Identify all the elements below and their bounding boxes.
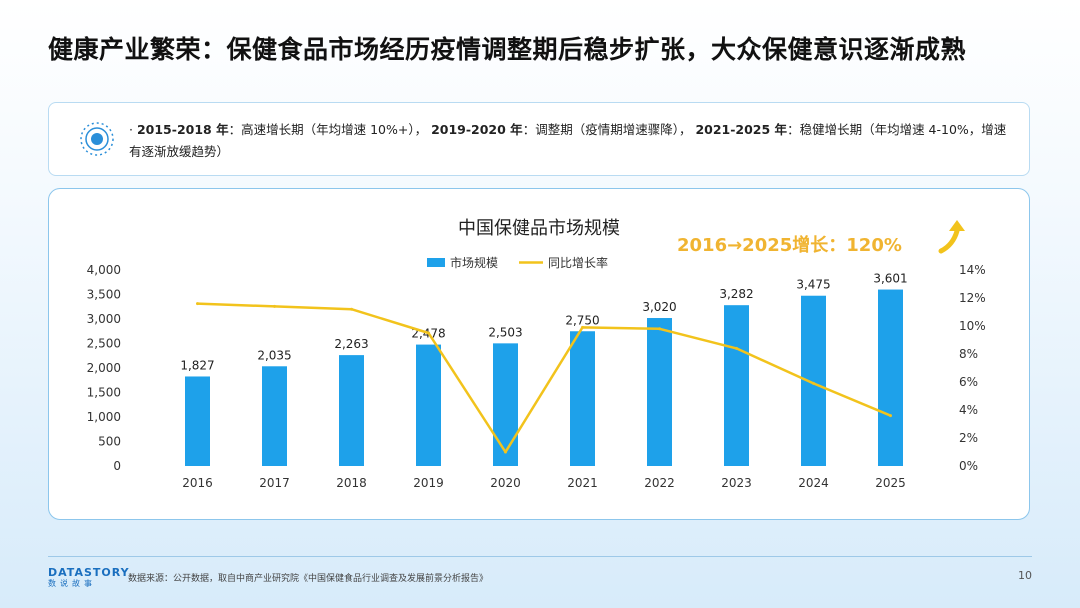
legend-label-bar: 市场规模 <box>450 255 498 270</box>
period-3-label: 2021-2025 年 <box>695 122 788 137</box>
x-tick-label: 2024 <box>798 476 829 490</box>
y-left-tick-label: 4,000 <box>87 263 121 277</box>
bar-value-label: 2,503 <box>488 325 522 339</box>
growth-rate-point-2023 <box>735 346 738 350</box>
chart-card: 中国保健品市场规模市场规模 同比增长率 2016→2025增长：120% 0 500 1,… <box>48 188 1030 520</box>
growth-rate-point-2024 <box>812 381 815 385</box>
logo-text-bottom: 数说故事 <box>48 579 96 588</box>
growth-rate-point-2020 <box>504 450 507 454</box>
x-tick-label: 2018 <box>336 476 367 490</box>
growth-rate-point-2022 <box>658 327 661 331</box>
target-icon <box>80 122 114 156</box>
bar-2024 <box>801 295 826 466</box>
y-left-tick-label: 1,000 <box>87 410 121 424</box>
growth-rate-point-2017 <box>273 304 276 308</box>
logo-text-top: DATASTORY <box>48 566 130 579</box>
bar-2022 <box>647 318 672 466</box>
x-tick-label: 2022 <box>644 476 675 490</box>
period-1-text: ：高速增长期（年均增速 10%+）， <box>228 122 428 137</box>
x-tick-label: 2020 <box>490 476 521 490</box>
bar-value-label: 3,282 <box>719 287 753 301</box>
period-2-text: ：调整期（疫情期增速骤降）， <box>522 122 692 137</box>
x-tick-label: 2025 <box>875 476 906 490</box>
bar-value-label: 3,475 <box>796 278 830 292</box>
bar-2025 <box>878 289 903 466</box>
bullet: · <box>129 122 133 137</box>
y-right-tick-label: 0% <box>959 459 978 473</box>
growth-arrow-icon <box>938 228 960 254</box>
bar-value-label: 3,601 <box>873 272 907 286</box>
growth-rate-point-2025 <box>889 414 892 418</box>
bar-2019 <box>416 344 441 466</box>
growth-rate-line <box>197 302 891 454</box>
x-tick-label: 2019 <box>413 476 444 490</box>
y-left-tick-label: 500 <box>98 435 121 449</box>
growth-rate-point-2016 <box>196 302 199 306</box>
y-right-tick-label: 12% <box>959 291 986 305</box>
y-left-tick-label: 3,500 <box>87 288 121 302</box>
bar-2016 <box>185 376 210 466</box>
chart-title: 中国保健品市场规模 <box>458 218 620 239</box>
summary-text: · 2015-2018 年：高速增长期（年均增速 10%+）， 2019-202… <box>129 119 1009 163</box>
y-right-tick-label: 8% <box>959 347 978 361</box>
bar-value-label: 1,827 <box>180 358 214 372</box>
y-left-tick-label: 2,500 <box>87 337 121 351</box>
y-right-tick-label: 4% <box>959 403 978 417</box>
growth-highlight: 2016→2025增长：120% <box>677 234 902 256</box>
bar-value-label: 2,263 <box>334 337 368 351</box>
growth-arrowhead-icon <box>949 220 965 231</box>
legend-label-line: 同比增长率 <box>548 255 608 270</box>
period-3-text: ：稳健增长期（年均增速 4-10%，增速有逐渐放缓趋势） <box>129 122 1007 159</box>
y-right-tick-label: 10% <box>959 319 986 333</box>
x-tick-label: 2016 <box>182 476 213 490</box>
x-tick-label: 2017 <box>259 476 290 490</box>
bar-value-label: 3,020 <box>642 300 676 314</box>
footer-divider <box>48 556 1032 557</box>
y-right-tick-label: 6% <box>959 375 978 389</box>
bar-value-label: 2,035 <box>257 348 291 362</box>
x-tick-label: 2023 <box>721 476 752 490</box>
data-source: 数据来源：公开数据，取自中商产业研究院《中国保健食品行业调查及发展前景分析报告》 <box>128 574 489 584</box>
period-2-label: 2019-2020 年 <box>431 122 523 137</box>
period-1-label: 2015-2018 年 <box>136 122 229 137</box>
y-left-tick-label: 3,000 <box>87 312 121 326</box>
summary-box: · 2015-2018 年：高速增长期（年均增速 10%+）， 2019-202… <box>48 102 1030 176</box>
growth-rate-point-2021 <box>581 325 584 329</box>
y-right-tick-label: 14% <box>959 263 986 277</box>
growth-rate-point-2018 <box>350 307 353 311</box>
page-number: 10 <box>1018 569 1032 582</box>
x-tick-label: 2021 <box>567 476 598 490</box>
legend-swatch-bar <box>427 258 445 267</box>
y-left-tick-label: 2,000 <box>87 361 121 375</box>
datastory-logo: DATASTORY 数说故事 <box>48 566 130 589</box>
bar-value-label: 2,750 <box>565 313 599 327</box>
growth-rate-point-2019 <box>427 331 430 335</box>
bar-2023 <box>724 305 749 466</box>
bar-2020 <box>493 343 518 466</box>
bar-2018 <box>339 355 364 466</box>
y-left-tick-label: 1,500 <box>87 386 121 400</box>
y-left-tick-label: 0 <box>113 459 121 473</box>
bar-2017 <box>262 366 287 466</box>
page-title: 健康产业繁荣：保健食品市场经历疫情调整期后稳步扩张，大众保健意识逐渐成熟 <box>48 35 967 64</box>
y-right-tick-label: 2% <box>959 431 978 445</box>
bar-2021 <box>570 331 595 466</box>
